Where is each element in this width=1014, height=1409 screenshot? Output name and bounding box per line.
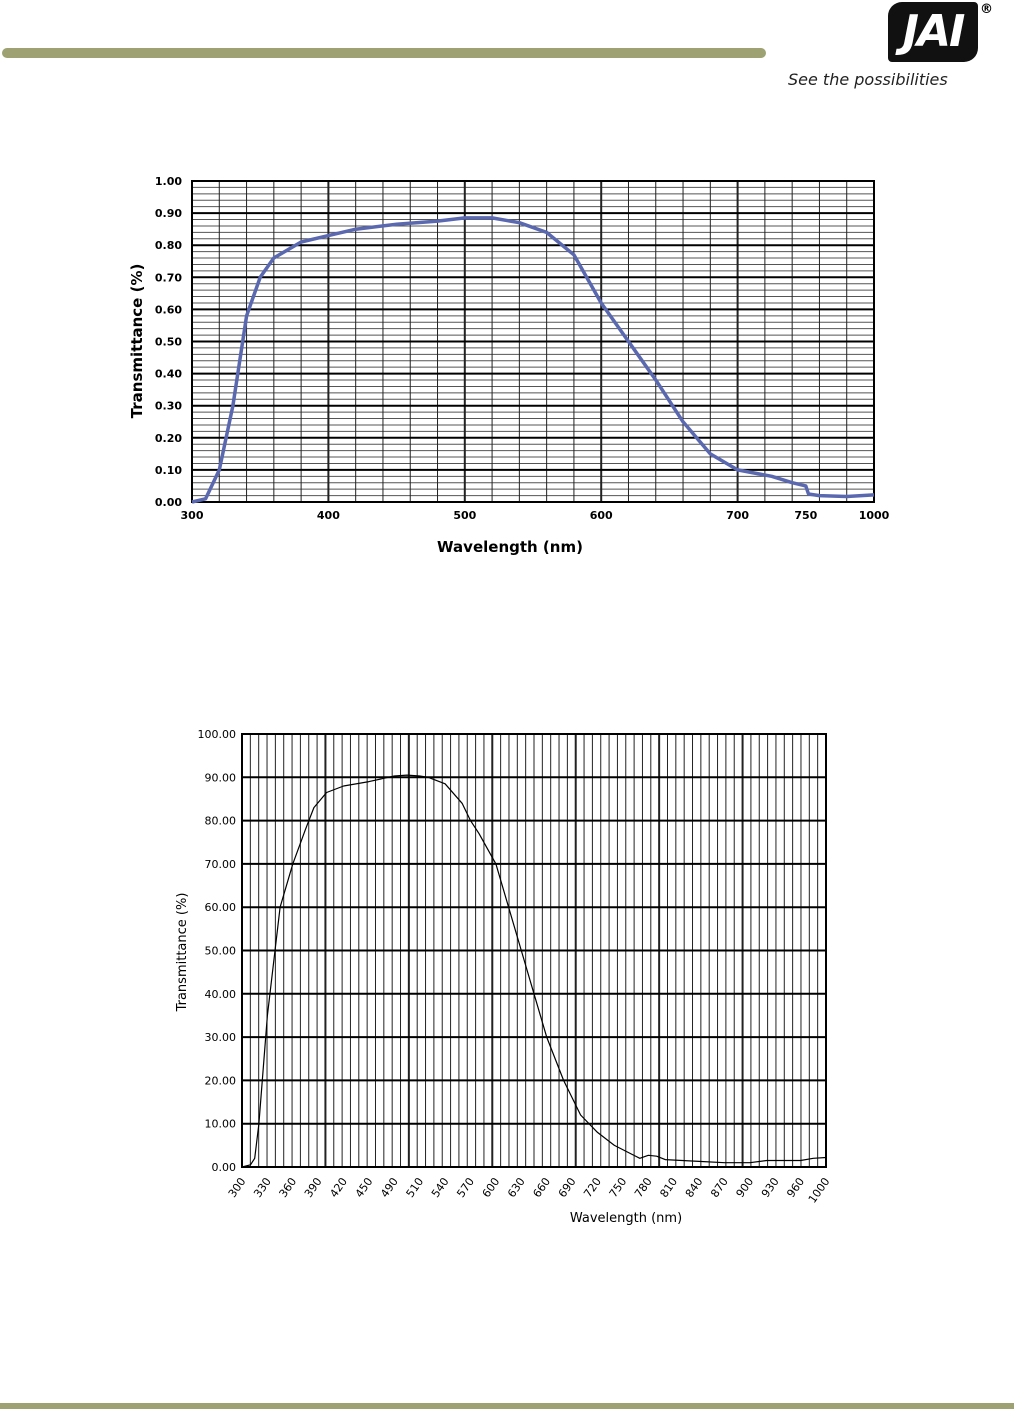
y-tick-label: 1.00	[155, 175, 182, 188]
x-tick-label: 780	[632, 1175, 655, 1200]
x-tick-label: 600	[480, 1175, 503, 1200]
x-tick-label: 720	[581, 1175, 604, 1200]
y-tick-label: 0.10	[155, 464, 182, 477]
y-tick-label: 0.30	[155, 400, 182, 413]
x-axis-label: Wavelength (nm)	[437, 538, 583, 556]
plot-border	[191, 180, 875, 503]
x-tick-label: 400	[317, 509, 340, 522]
y-tick-label: 70.00	[205, 858, 237, 871]
y-tick-label: 10.00	[205, 1118, 237, 1131]
x-tick-label: 1000	[806, 1175, 833, 1205]
y-tick-label: 50.00	[205, 945, 237, 958]
x-tick-label: 960	[784, 1175, 807, 1200]
y-tick-label: 0.20	[155, 432, 182, 445]
x-tick-label: 900	[734, 1175, 757, 1200]
y-tick-label: 0.80	[155, 239, 182, 252]
x-tick-label: 300	[181, 509, 204, 522]
y-tick-label: 0.90	[155, 207, 182, 220]
x-tick-label: 690	[556, 1175, 579, 1200]
y-tick-label: 20.00	[205, 1074, 237, 1087]
x-tick-label: 810	[657, 1175, 680, 1200]
x-tick-label: 390	[302, 1175, 325, 1200]
y-tick-label: 30.00	[205, 1031, 237, 1044]
y-tick-label: 100.00	[198, 728, 237, 741]
registered-mark: ®	[980, 2, 993, 17]
y-axis-label: Transmittance (%)	[175, 893, 190, 1013]
x-tick-label: 300	[226, 1175, 249, 1200]
y-tick-label: 0.50	[155, 336, 182, 349]
x-tick-label: 540	[429, 1175, 452, 1200]
x-tick-label: 840	[683, 1175, 706, 1200]
x-tick-label: 700	[726, 509, 749, 522]
footer-bar	[0, 1403, 1014, 1409]
logo-text: JAI	[902, 6, 966, 57]
y-tick-label: 0.40	[155, 368, 182, 381]
x-tick-label: 330	[251, 1175, 274, 1200]
x-tick-label: 930	[759, 1175, 782, 1200]
y-tick-label: 60.00	[205, 901, 237, 914]
jai-logo: JAI	[888, 2, 978, 62]
x-tick-label: 500	[453, 509, 476, 522]
header-bar	[2, 48, 766, 58]
transmittance-curve	[191, 216, 875, 504]
transmittance-chart-1: 0.00 0.10 0.20 0.30 0.40 0.50 0.60 0.70 0.80 0.90…	[128, 175, 890, 556]
x-tick-label: 750	[794, 509, 817, 522]
x-axis-label: Wavelength (nm)	[570, 1211, 682, 1226]
y-tick-label: 90.00	[205, 771, 237, 784]
x-tick-label: 360	[277, 1175, 300, 1200]
y-tick-label: 0.00	[155, 496, 182, 509]
x-tick-label: 570	[454, 1175, 477, 1200]
x-tick-label: 420	[327, 1175, 350, 1200]
transmittance-chart-2: 0.00 10.00 20.00 30.00 40.00 50.00 60.00 70.00 8…	[175, 728, 833, 1226]
x-tick-label: 510	[404, 1175, 427, 1200]
transmittance-curve	[241, 774, 827, 1168]
x-tick-label: 600	[590, 509, 613, 522]
y-tick-label: 80.00	[205, 815, 237, 828]
y-tick-label: 0.60	[155, 303, 182, 316]
plot-border	[241, 733, 827, 1168]
x-tick-label: 450	[353, 1175, 376, 1200]
x-tick-label: 490	[378, 1175, 401, 1200]
y-axis-label: Transmittance (%)	[128, 264, 146, 419]
x-tick-label: 1000	[859, 509, 890, 522]
tagline: See the possibilities	[788, 70, 948, 89]
y-tick-label: 0.00	[212, 1161, 237, 1174]
y-tick-label: 0.70	[155, 271, 182, 284]
x-tick-label: 870	[708, 1175, 731, 1200]
y-tick-label: 40.00	[205, 988, 237, 1001]
x-tick-label: 660	[530, 1175, 553, 1200]
x-tick-label: 630	[505, 1175, 528, 1200]
x-tick-label: 750	[607, 1175, 630, 1200]
